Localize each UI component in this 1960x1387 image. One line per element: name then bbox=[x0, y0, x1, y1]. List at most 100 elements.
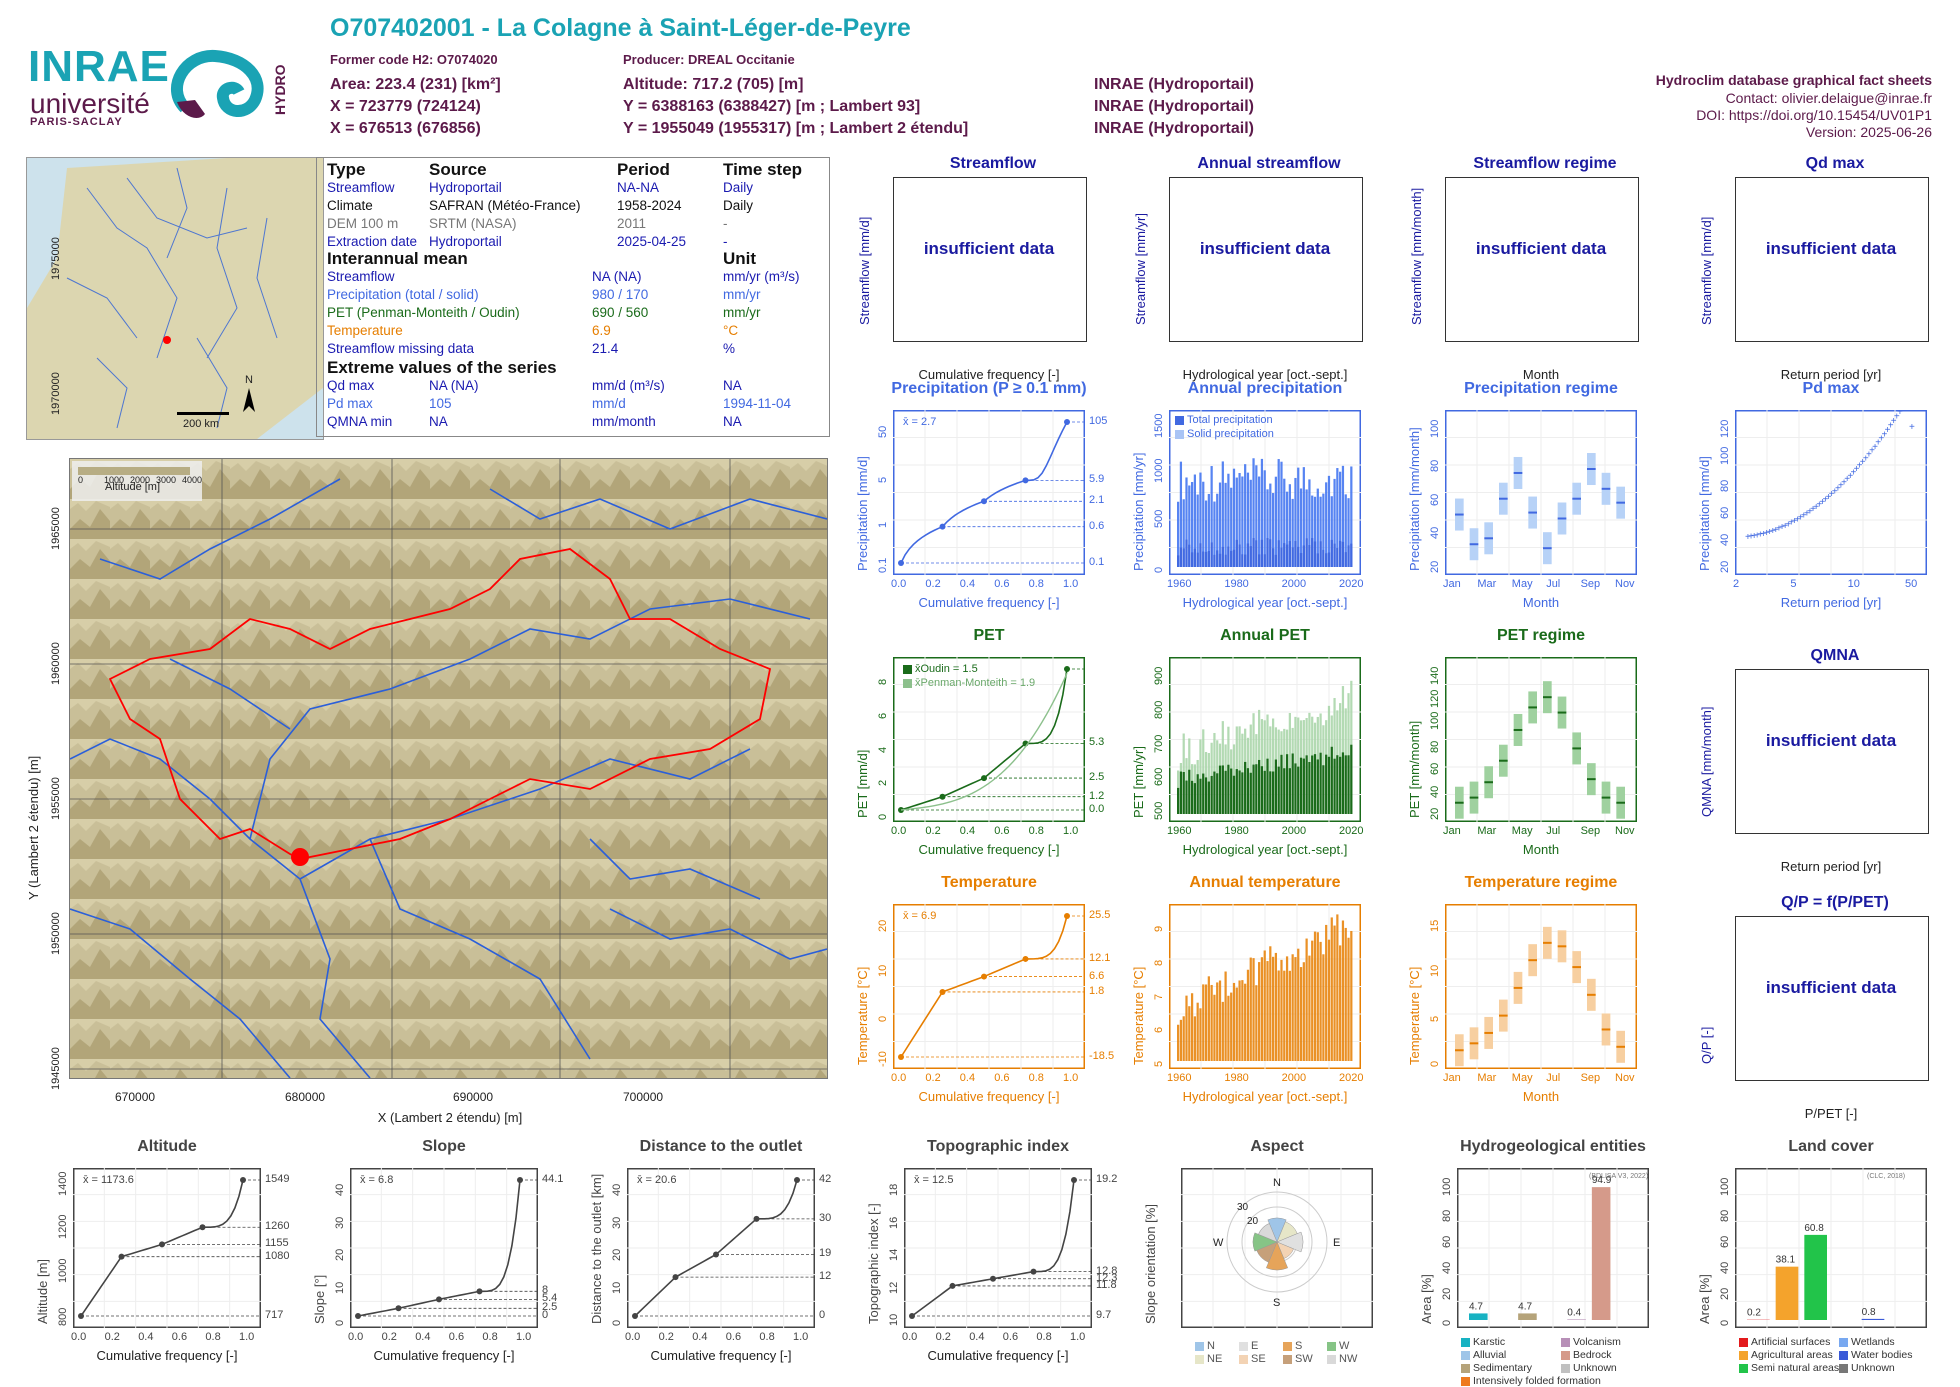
map-xtick: 690000 bbox=[453, 1090, 493, 1104]
bar-label: 0.2 bbox=[1747, 1308, 1761, 1319]
bar-label: 0.8 bbox=[1862, 1307, 1876, 1318]
x-tick: May bbox=[1512, 1072, 1533, 1084]
chart-ylabel: Slope [°] bbox=[312, 1275, 327, 1324]
quantile-label: 5.3 bbox=[1089, 736, 1104, 748]
quantile-label: 0.0 bbox=[1089, 803, 1104, 815]
annual-bar bbox=[1345, 928, 1347, 1061]
chart-plot bbox=[1169, 904, 1361, 1069]
y-tick: 7 bbox=[1153, 993, 1165, 999]
chart-ylabel: Temperature [°C] bbox=[1131, 967, 1146, 1065]
annual-bar bbox=[1183, 1016, 1185, 1061]
category-legend-item: Unknown bbox=[1839, 1362, 1895, 1374]
legend-swatch bbox=[1175, 430, 1184, 439]
legend-swatch bbox=[1839, 1338, 1848, 1347]
annual-bar-sub bbox=[1250, 773, 1252, 814]
extreme-unit: mm/d (m³/s) bbox=[592, 378, 665, 393]
source-2: INRAE (Hydroportail) bbox=[1094, 98, 1254, 116]
legend-tick: 2000 bbox=[130, 475, 150, 485]
annual-bar-sub bbox=[1255, 540, 1257, 567]
extreme-date: NA bbox=[723, 414, 742, 429]
annual-bar-sub bbox=[1345, 755, 1347, 814]
y-tick: 0 bbox=[1441, 1320, 1453, 1326]
legend-label: Karstic bbox=[1473, 1336, 1505, 1348]
annual-bar-sub bbox=[1197, 774, 1199, 814]
annual-bar-sub bbox=[1194, 783, 1196, 814]
x-tick: Jan bbox=[1443, 825, 1461, 837]
y-tick: 40 bbox=[1719, 534, 1731, 546]
annual-bar-sub bbox=[1289, 768, 1291, 814]
mean-value: 980 / 170 bbox=[592, 287, 648, 302]
chart-title: Aspect bbox=[1151, 1138, 1403, 1156]
annual-bar bbox=[1227, 996, 1229, 1061]
chart-title: Precipitation regime bbox=[1415, 380, 1667, 398]
x-tick: 0.8 bbox=[759, 1331, 774, 1343]
chart-plot bbox=[1445, 410, 1637, 575]
extreme-label: Pd max bbox=[327, 396, 373, 411]
y-tick: 2 bbox=[877, 780, 889, 786]
y-tick: 0 bbox=[334, 1320, 346, 1326]
annual-bar bbox=[1244, 464, 1246, 567]
annual-bar-sub bbox=[1314, 754, 1316, 814]
annual-bar bbox=[1258, 477, 1260, 567]
y-tick: 800 bbox=[57, 1308, 69, 1326]
quantile-label: 1.2 bbox=[1089, 790, 1104, 802]
qp-panel-ylabel: Q/P [-] bbox=[1699, 1027, 1714, 1064]
extreme-label: QMNA min bbox=[327, 414, 392, 429]
x-tick: Nov bbox=[1615, 1072, 1635, 1084]
y-tick: 0.1 bbox=[877, 558, 889, 573]
pdmax-point: + bbox=[1897, 410, 1903, 418]
annual-bar bbox=[1224, 972, 1226, 1061]
area-bar bbox=[1469, 1313, 1488, 1320]
page-title: O707402001 - La Colagne à Saint-Léger-de… bbox=[330, 14, 911, 43]
x-tick: 0.6 bbox=[726, 1331, 741, 1343]
annual-bar-sub bbox=[1180, 772, 1182, 814]
annual-bar bbox=[1236, 988, 1238, 1061]
annual-bar-sub bbox=[1300, 758, 1302, 814]
aspect-legend-item: SW bbox=[1283, 1353, 1313, 1365]
annual-bar-sub bbox=[1269, 771, 1271, 814]
chart-xlabel: Cumulative frequency [-] bbox=[330, 1348, 558, 1363]
x-tick: 1.0 bbox=[1063, 825, 1078, 837]
mean-unit: °C bbox=[723, 323, 738, 338]
col-period: Period bbox=[617, 160, 670, 180]
x-tick: 0.0 bbox=[891, 825, 906, 837]
y-tick: 9 bbox=[1153, 926, 1165, 932]
annual-bar-sub bbox=[1238, 770, 1240, 814]
legend-swatch bbox=[1839, 1364, 1848, 1373]
mean-unit: mm/yr (m³/s) bbox=[723, 269, 799, 284]
chart-plot bbox=[350, 1168, 538, 1328]
chart-title: Slope bbox=[320, 1138, 568, 1156]
annual-bar bbox=[1300, 967, 1302, 1061]
north-label: N bbox=[245, 374, 253, 386]
mean-value: 690 / 560 bbox=[592, 305, 648, 320]
annual-bar-sub bbox=[1319, 541, 1321, 567]
x-tick: 2020 bbox=[1339, 1072, 1363, 1084]
y-tick: 40 bbox=[1441, 1262, 1453, 1274]
mean-label: Temperature bbox=[327, 323, 403, 338]
annual-bar bbox=[1177, 1025, 1179, 1061]
annual-bar bbox=[1247, 970, 1249, 1061]
doi: DOI: https://doi.org/10.15454/UV01P1 bbox=[1696, 107, 1932, 123]
info-type: Climate bbox=[327, 198, 373, 213]
category-legend-item: Water bodies bbox=[1839, 1349, 1912, 1361]
extreme-value: NA (NA) bbox=[429, 378, 479, 393]
area-bar bbox=[1518, 1313, 1537, 1320]
quantile-label: 1080 bbox=[265, 1250, 289, 1262]
annual-bar-sub bbox=[1261, 766, 1263, 814]
annual-bar bbox=[1241, 980, 1243, 1061]
annual-bar-sub bbox=[1188, 770, 1190, 814]
y-tick: 900 bbox=[1153, 667, 1165, 685]
annual-bar-sub bbox=[1183, 548, 1185, 567]
legend-label: Alluvial bbox=[1473, 1349, 1506, 1361]
annual-bar-sub bbox=[1333, 759, 1335, 814]
chart-ylabel: PET [mm/d] bbox=[855, 750, 870, 818]
chart-ylabel: Precipitation [mm/yr] bbox=[1131, 453, 1146, 571]
y-tick: 100 bbox=[1441, 1178, 1453, 1196]
annual-bar-sub bbox=[1280, 755, 1282, 814]
annual-bar-sub bbox=[1303, 545, 1305, 567]
annual-bar bbox=[1294, 957, 1296, 1061]
map-ytick: 1950000 bbox=[50, 912, 62, 955]
compass-label: N bbox=[1273, 1177, 1281, 1189]
x-tick: 2000 bbox=[1282, 578, 1306, 590]
quantile-label: 19.2 bbox=[1096, 1173, 1117, 1185]
